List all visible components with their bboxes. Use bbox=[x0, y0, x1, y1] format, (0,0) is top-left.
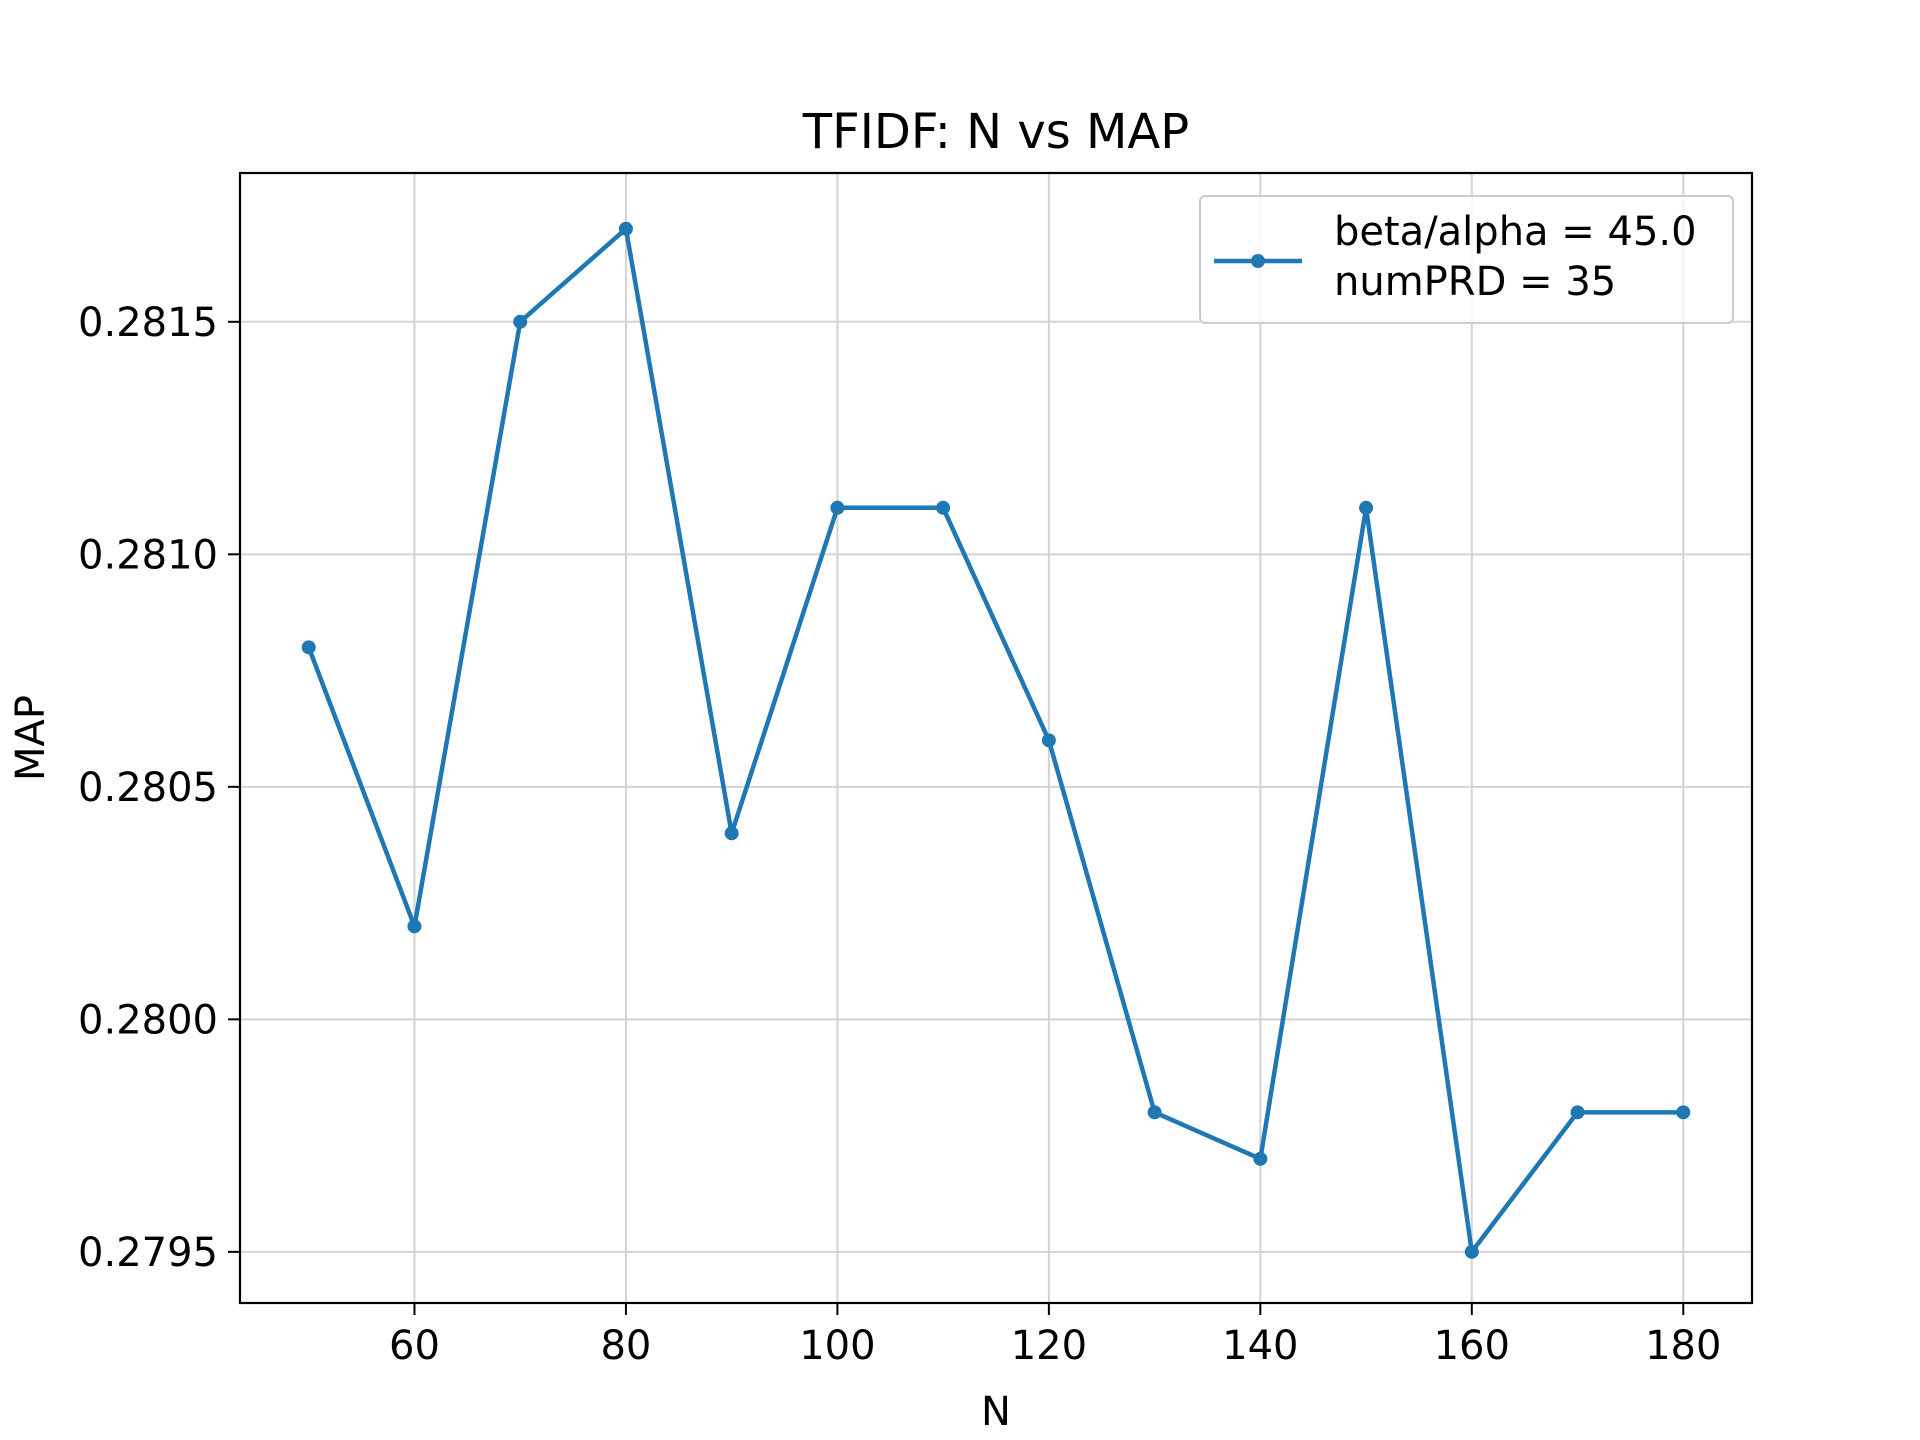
y-tick-label: 0.2810 bbox=[78, 532, 218, 578]
legend-entry-line-2: numPRD = 35 bbox=[1334, 259, 1616, 305]
data-point bbox=[1253, 1151, 1268, 1166]
x-tick-label: 100 bbox=[799, 1323, 875, 1369]
data-point bbox=[1147, 1105, 1162, 1120]
legend-entry-line-1: beta/alpha = 45.0 bbox=[1334, 209, 1697, 255]
x-axis-label: N bbox=[981, 1389, 1011, 1435]
legend-marker-sample bbox=[1251, 254, 1265, 268]
x-tick-label: 80 bbox=[600, 1323, 651, 1369]
x-tick-label: 160 bbox=[1434, 1323, 1510, 1369]
x-tick-label: 180 bbox=[1645, 1323, 1721, 1369]
data-point bbox=[830, 500, 845, 515]
grid-lines bbox=[240, 173, 1752, 1303]
series-layer bbox=[301, 221, 1691, 1259]
x-tick-label: 60 bbox=[389, 1323, 440, 1369]
plot-frame bbox=[238, 171, 1754, 1305]
y-tick-label: 0.2805 bbox=[78, 765, 218, 811]
ticks: 60 80 100 120 140 160 180 0.2795 0.2800 0.2805 0.2… bbox=[78, 300, 1721, 1369]
x-tick-label: 120 bbox=[1011, 1323, 1087, 1369]
data-point bbox=[1464, 1244, 1479, 1259]
legend: beta/alpha = 45.0 numPRD = 35 bbox=[1199, 195, 1734, 324]
data-point bbox=[618, 221, 633, 236]
data-point bbox=[1676, 1105, 1691, 1120]
y-tick-label: 0.2795 bbox=[78, 1230, 218, 1276]
chart-title: TFIDF: N vs MAP bbox=[802, 104, 1189, 160]
data-point bbox=[407, 919, 422, 934]
data-point bbox=[936, 500, 951, 515]
data-point bbox=[513, 314, 528, 329]
y-tick-label: 0.2815 bbox=[78, 300, 218, 346]
data-point bbox=[301, 640, 316, 655]
legend-frame bbox=[1199, 195, 1734, 324]
y-axis-label: MAP bbox=[8, 695, 54, 781]
data-point bbox=[1359, 500, 1374, 515]
x-tick-label: 140 bbox=[1222, 1323, 1298, 1369]
data-point bbox=[1570, 1105, 1585, 1120]
y-tick-label: 0.2800 bbox=[78, 997, 218, 1043]
data-point bbox=[1041, 733, 1056, 748]
series-line bbox=[305, 226, 1686, 1255]
data-point bbox=[724, 826, 739, 841]
